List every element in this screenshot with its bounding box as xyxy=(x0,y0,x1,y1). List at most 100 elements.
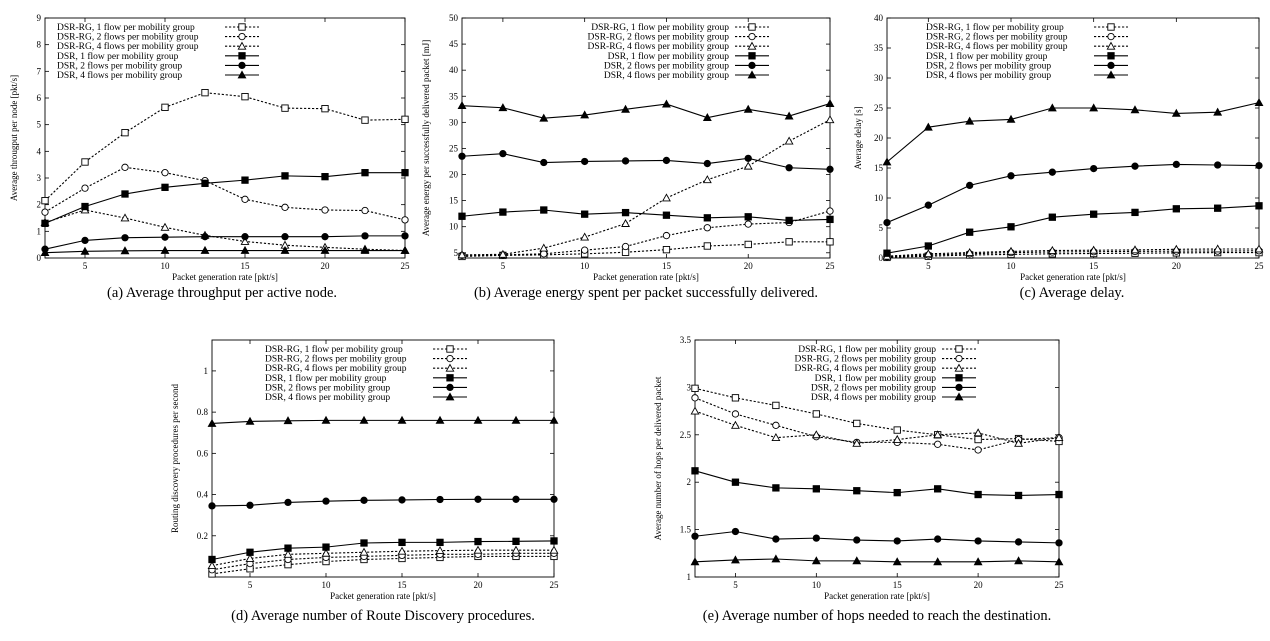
data-point xyxy=(201,179,209,187)
chart-c: 5 10 15 20 25 0 5 10 15 20 25 30 35 40 Packet generati… xyxy=(853,13,1264,301)
data-point xyxy=(973,428,983,437)
data-point xyxy=(245,416,255,425)
data-point xyxy=(934,440,942,448)
y-tick-label: 30 xyxy=(874,73,884,83)
data-point xyxy=(812,534,820,542)
data-point xyxy=(1171,244,1181,253)
legend-label: DSR, 4 flows per mobility group xyxy=(604,70,729,81)
series-line xyxy=(211,552,554,571)
data-point xyxy=(281,233,289,241)
series-4 xyxy=(41,169,409,227)
data-point xyxy=(924,242,932,250)
data-point xyxy=(321,233,329,241)
data-point xyxy=(360,539,368,547)
series-line xyxy=(694,410,1060,444)
series-3 xyxy=(882,244,1264,260)
legend-marker xyxy=(747,41,757,50)
legend-label: DSR-RG, 1 flow per mobility group xyxy=(798,344,936,355)
data-point xyxy=(81,236,89,245)
legend-marker xyxy=(748,61,756,70)
legend-marker xyxy=(955,354,963,363)
series-6 xyxy=(690,554,1064,566)
data-point xyxy=(474,537,482,546)
caption: (b) Average energy spent per packet succ… xyxy=(474,285,818,301)
data-point xyxy=(730,555,740,564)
data-point xyxy=(1214,161,1222,169)
data-point xyxy=(580,232,590,241)
data-point xyxy=(772,484,780,492)
series-3 xyxy=(207,545,559,570)
data-point xyxy=(401,169,409,177)
series-5 xyxy=(883,160,1263,227)
data-point xyxy=(435,415,445,424)
data-point xyxy=(512,495,520,503)
legend-marker xyxy=(238,52,246,60)
data-point xyxy=(690,557,700,566)
legend-marker xyxy=(747,70,757,79)
series-1 xyxy=(458,238,834,261)
y-tick-label: 30 xyxy=(449,117,459,127)
data-point xyxy=(540,250,548,258)
x-tick-label: 25 xyxy=(401,261,411,271)
legend-label: DSR-RG, 4 flows per mobility group xyxy=(57,41,199,52)
legend-marker xyxy=(954,392,964,401)
data-point xyxy=(662,211,671,219)
data-point xyxy=(1089,103,1099,112)
data-point xyxy=(161,169,169,177)
data-point xyxy=(690,406,700,415)
data-point xyxy=(41,219,49,227)
legend-marker xyxy=(238,23,246,31)
legend-marker xyxy=(446,374,454,382)
x-tick-label: 25 xyxy=(550,580,560,590)
legend-label: DSR, 2 flows per mobility group xyxy=(265,382,390,393)
y-tick-label: 0.6 xyxy=(197,448,209,458)
data-point xyxy=(621,104,631,113)
data-point xyxy=(621,242,630,251)
data-point xyxy=(1007,172,1015,180)
data-point xyxy=(435,546,445,555)
x-tick-label: 25 xyxy=(826,261,836,271)
data-point xyxy=(549,545,559,554)
data-point xyxy=(1007,223,1015,231)
data-point xyxy=(283,416,293,425)
data-point xyxy=(934,485,942,493)
series-line xyxy=(461,119,831,256)
legend-marker xyxy=(1107,23,1115,31)
data-point xyxy=(581,210,589,218)
legend-label: DSR-RG, 2 flows per mobility group xyxy=(57,32,199,43)
data-point xyxy=(784,111,794,120)
series-2 xyxy=(208,549,558,574)
data-point xyxy=(81,158,89,166)
series-2 xyxy=(691,394,1063,454)
data-point xyxy=(730,420,740,429)
data-point xyxy=(1255,202,1263,210)
x-tick-label: 5 xyxy=(83,261,88,271)
data-point xyxy=(284,498,292,507)
legend-label: DSR-RG, 4 flows per mobility group xyxy=(926,41,1068,52)
series-5 xyxy=(458,150,834,173)
data-point xyxy=(512,537,520,545)
legend-label: DSR-RG, 2 flows per mobility group xyxy=(795,354,937,365)
data-point xyxy=(811,430,821,439)
data-point xyxy=(826,215,834,224)
legend-label: DSR-RG, 1 flow per mobility group xyxy=(57,22,195,33)
legend-marker xyxy=(1107,52,1115,60)
plot-frame xyxy=(44,17,406,259)
data-point xyxy=(621,157,630,165)
data-point xyxy=(826,207,834,215)
plot-frame xyxy=(694,339,1060,578)
legend: DSR-RG, 1 flow per mobility groupDSR-RG,… xyxy=(795,344,976,403)
y-tick-label: 15 xyxy=(449,196,459,206)
data-point xyxy=(825,115,835,124)
y-tick-label: 1.5 xyxy=(680,525,692,535)
data-point xyxy=(812,485,820,493)
series-line xyxy=(461,210,831,256)
legend-label: DSR, 1 flow per mobility group xyxy=(608,51,730,62)
series-line xyxy=(886,250,1260,258)
series-4 xyxy=(208,537,558,564)
data-point xyxy=(81,184,89,192)
legend-label: DSR, 4 flows per mobility group xyxy=(926,70,1051,81)
series-5 xyxy=(41,232,409,253)
data-point xyxy=(241,176,249,184)
data-point xyxy=(744,220,752,228)
